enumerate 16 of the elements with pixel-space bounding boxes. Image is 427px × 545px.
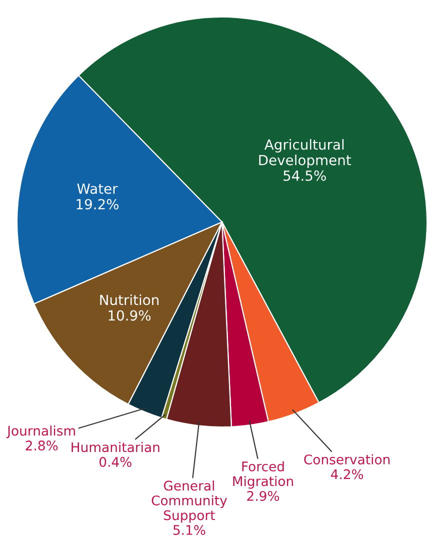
- slice-label: Conservation: [304, 454, 390, 464]
- data-label: 2.9%: [247, 490, 280, 501]
- slice-label: Agricultural Development: [259, 139, 352, 168]
- slice-label: General Community Support: [152, 480, 227, 523]
- data-label: 4.2%: [330, 469, 364, 480]
- data-label: 0.4%: [100, 456, 132, 467]
- data-label: 19.2%: [76, 198, 119, 210]
- data-label: 10.9%: [108, 310, 151, 321]
- slice-label: Nutrition: [100, 294, 158, 306]
- data-label: 2.8%: [26, 440, 58, 451]
- data-label: 54.5%: [284, 170, 326, 181]
- slice-label: Water: [77, 184, 118, 194]
- slice-label: Journalism: [6, 426, 75, 438]
- slice-label: Humanitarian: [72, 442, 160, 452]
- data-label: 5.1%: [173, 525, 206, 535]
- slice-label: Forced Migration: [233, 461, 293, 489]
